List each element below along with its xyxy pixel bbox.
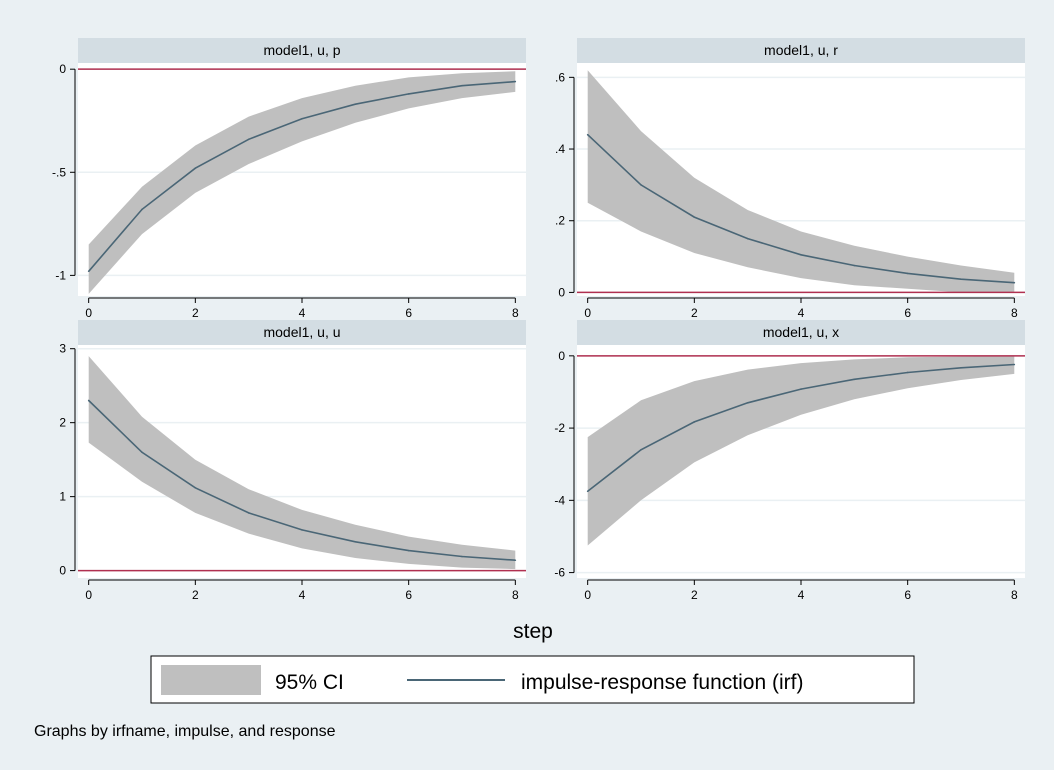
- irf-point: [1013, 281, 1016, 284]
- irf-point: [247, 138, 250, 141]
- irf-point: [693, 216, 696, 218]
- ci-band: [587, 356, 1015, 546]
- irf-point: [853, 378, 856, 381]
- graph-note: Graphs by irfname, impulse, and response: [34, 723, 336, 740]
- irf-point: [301, 529, 303, 531]
- x-tick-label: 8: [512, 306, 519, 320]
- irf-point: [514, 80, 517, 83]
- panel-title: model1, u, x: [763, 324, 839, 340]
- x-tick-label: 2: [691, 306, 698, 320]
- irf-point: [461, 84, 463, 87]
- irf-point: [87, 270, 90, 273]
- irf-point: [693, 421, 696, 423]
- x-tick-label: 4: [299, 306, 306, 320]
- x-tick-label: 4: [798, 588, 805, 602]
- irf-point: [640, 448, 642, 451]
- x-tick-label: 0: [85, 306, 92, 320]
- irf-point: [960, 366, 962, 369]
- panel-header: [78, 38, 526, 63]
- legend-ci-label: 95% CI: [275, 671, 344, 694]
- irf-point: [354, 103, 357, 106]
- y-tick-label: 0: [59, 564, 66, 578]
- x-tick-label: 0: [584, 306, 591, 320]
- irf-point: [906, 272, 909, 275]
- y-tick-label: -.5: [52, 165, 66, 179]
- irf-point: [800, 388, 802, 390]
- irf-point: [407, 93, 410, 95]
- panel-header: [78, 320, 526, 345]
- x-tick-label: 4: [299, 588, 306, 602]
- legend-box: [150, 655, 915, 704]
- x-tick-label: 2: [691, 588, 698, 602]
- y-tick-label: .6: [555, 70, 565, 84]
- x-axis-title: step: [513, 620, 553, 643]
- y-tick-label: 3: [59, 342, 66, 356]
- legend: 95% CI impulse-response function (irf): [150, 655, 915, 704]
- x-tick-label: 6: [904, 306, 911, 320]
- x-tick-label: 6: [405, 306, 412, 320]
- irf-point: [514, 559, 517, 562]
- x-tick-label: 0: [85, 588, 92, 602]
- irf-point: [586, 133, 589, 136]
- panel-1: model1, u, p -1 -.5 0 0 2 4 6 8: [52, 38, 526, 320]
- irf-point: [194, 486, 197, 489]
- irf-point: [640, 184, 642, 186]
- y-tick-label: -1: [55, 268, 66, 282]
- panel-title: model1, u, p: [263, 42, 340, 58]
- y-tick-label: 0: [558, 349, 565, 363]
- panel-3: model1, u, u 0 1 2 3 0 2 4 6 8: [59, 320, 526, 602]
- x-tick-label: 2: [192, 306, 199, 320]
- x-tick-label: 8: [512, 588, 519, 602]
- y-tick-label: .2: [555, 214, 565, 228]
- irf-point: [800, 253, 802, 256]
- y-tick-label: -4: [554, 493, 565, 507]
- irf-point: [141, 451, 143, 454]
- panel-4: model1, u, x -6 -4 -2 0 0 2 4 6 8: [554, 320, 1025, 602]
- y-tick-label: -6: [554, 566, 565, 580]
- y-tick-label: -2: [554, 421, 565, 435]
- x-tick-label: 6: [904, 588, 911, 602]
- x-tick-label: 8: [1011, 306, 1018, 320]
- x-tick-label: 2: [192, 588, 199, 602]
- irf-point: [141, 208, 143, 211]
- y-tick-label: 0: [59, 62, 66, 76]
- irf-point: [853, 264, 856, 267]
- panel-header: [577, 38, 1025, 63]
- irf-point: [906, 371, 909, 374]
- irf-point: [407, 549, 410, 552]
- panel-header: [577, 320, 1025, 345]
- irf-point: [194, 167, 197, 169]
- legend-irf-label: impulse-response function (irf): [521, 671, 803, 694]
- irf-point: [247, 512, 250, 514]
- irf-point: [960, 278, 962, 280]
- irf-point: [461, 555, 463, 558]
- panel-title: model1, u, r: [764, 42, 838, 58]
- x-tick-label: 6: [405, 588, 412, 602]
- ci-band: [88, 356, 516, 570]
- ci-band: [587, 70, 1015, 293]
- x-tick-label: 0: [584, 588, 591, 602]
- y-tick-label: .4: [555, 142, 565, 156]
- x-tick-label: 4: [798, 306, 805, 320]
- y-tick-label: 1: [59, 490, 66, 504]
- x-tick-label: 8: [1011, 588, 1018, 602]
- legend-ci-swatch: [161, 665, 261, 695]
- irf-point: [354, 540, 357, 543]
- irf-point: [746, 237, 749, 240]
- irf-point: [1013, 363, 1016, 366]
- y-tick-label: 2: [59, 416, 66, 430]
- y-tick-label: 0: [558, 285, 565, 299]
- irf-point: [586, 490, 589, 493]
- panel-2: model1, u, r 0 .2 .4 .6 0 2 4 6 8: [555, 38, 1025, 320]
- panel-title: model1, u, u: [263, 324, 340, 340]
- ci-band: [88, 71, 516, 294]
- irf-point: [746, 401, 749, 404]
- irf-point: [87, 399, 90, 402]
- irf-point: [301, 117, 303, 120]
